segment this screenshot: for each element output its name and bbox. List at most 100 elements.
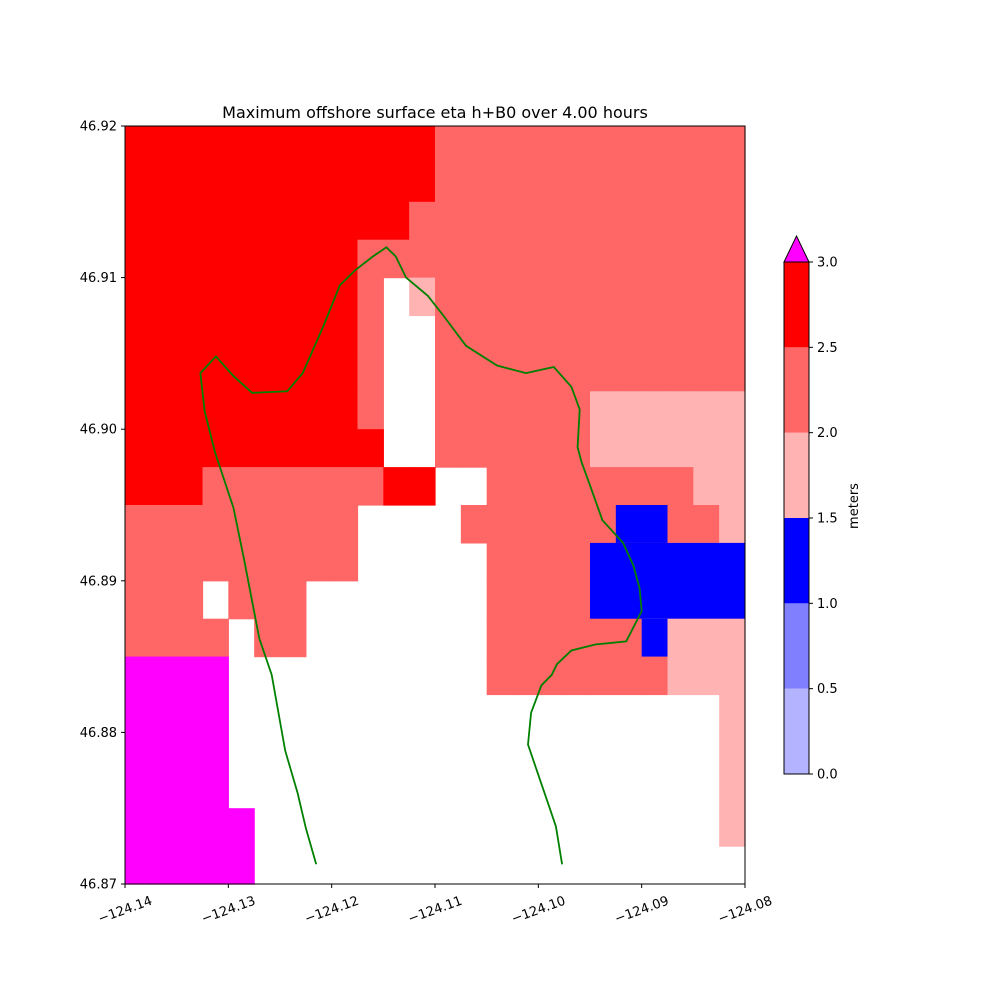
heatmap-cell	[564, 315, 591, 354]
heatmap-cell	[409, 163, 436, 203]
heatmap-cell	[125, 163, 152, 203]
heatmap-cell	[564, 656, 591, 696]
colorbar-segment	[784, 262, 809, 348]
heatmap-cell	[331, 353, 359, 392]
heatmap-cell	[719, 770, 746, 809]
heatmap-cell	[460, 163, 488, 203]
heatmap-cell	[254, 126, 281, 165]
x-tick-label: −124.09	[613, 894, 671, 927]
heatmap-cell	[125, 618, 152, 658]
heatmap-cell	[719, 429, 746, 468]
heatmap-cell	[460, 239, 488, 279]
heatmap-cell	[176, 808, 204, 847]
heatmap-cell	[719, 163, 746, 203]
heatmap-cell	[615, 429, 643, 468]
heatmap-cell	[641, 429, 669, 468]
heatmap-cell	[641, 163, 669, 203]
heatmap-cell	[719, 694, 746, 733]
colorbar-segment	[784, 688, 809, 774]
heatmap-cell	[460, 126, 488, 165]
heatmap-cell	[693, 353, 720, 392]
heatmap-cell	[202, 846, 229, 885]
heatmap-cell	[512, 163, 539, 203]
colorbar-tick-label: 0.0	[817, 768, 838, 783]
heatmap-cell	[357, 353, 384, 392]
heatmap-cell	[125, 467, 152, 506]
heatmap-cell	[176, 239, 204, 279]
heatmap-cell	[486, 201, 514, 241]
heatmap-cell	[280, 505, 307, 544]
heatmap-cell	[176, 391, 204, 430]
heatmap-cell	[202, 542, 229, 582]
heatmap-cell	[176, 656, 204, 696]
heatmap-cell	[512, 580, 539, 620]
heatmap-cell	[357, 201, 384, 241]
heatmap-cell	[564, 618, 591, 658]
heatmap-cell	[254, 353, 281, 392]
heatmap-cell	[719, 239, 746, 279]
colorbar-tick-label: 2.0	[817, 426, 838, 441]
heatmap-cell	[125, 846, 152, 885]
heatmap-cell	[538, 353, 565, 392]
heatmap-cell	[615, 353, 643, 392]
heatmap-cell	[564, 201, 591, 241]
heatmap-cell	[512, 542, 539, 582]
heatmap-cell	[693, 391, 720, 430]
heatmap-cell	[719, 353, 746, 392]
heatmap-cell	[176, 505, 204, 544]
heatmap-cell	[202, 694, 229, 733]
heatmap-cell	[176, 201, 204, 241]
heatmap-cell	[486, 656, 514, 696]
heatmap-cell	[590, 542, 745, 619]
heatmap-cell	[125, 542, 152, 582]
heatmap-cell	[228, 429, 255, 468]
heatmap-cell	[150, 656, 178, 696]
heatmap-cell	[460, 277, 488, 317]
heatmap-cell	[228, 126, 255, 165]
heatmap-cell	[641, 315, 669, 354]
heatmap-cell	[564, 126, 591, 165]
heatmap-cell	[590, 315, 617, 354]
heatmap-cell	[150, 163, 178, 203]
heatmap-cell	[409, 467, 436, 506]
heatmap-cell	[125, 201, 152, 241]
heatmap-cell	[202, 429, 229, 468]
heatmap-cell	[460, 353, 488, 392]
heatmap-cell	[125, 580, 152, 620]
heatmap-cell	[202, 467, 229, 506]
heatmap-cell	[254, 201, 281, 241]
heatmap-cell	[280, 618, 307, 658]
heatmap-cell	[305, 429, 333, 468]
x-tick-label: −124.11	[406, 894, 464, 927]
heatmap-cell	[125, 353, 152, 392]
heatmap-cell	[331, 467, 359, 506]
heatmap-cell	[383, 163, 410, 203]
y-tick-label: 46.87	[80, 878, 117, 893]
heatmap-cell	[435, 353, 462, 392]
heatmap-cell	[331, 391, 359, 430]
heatmap-cell	[719, 732, 746, 771]
heatmap-cell	[460, 315, 488, 354]
heatmap-cell	[538, 580, 565, 620]
heatmap-cell	[150, 201, 178, 241]
heatmap-cell	[538, 315, 565, 354]
heatmap-cell	[176, 126, 204, 165]
heatmap-cell	[719, 505, 746, 544]
heatmap-cell	[615, 126, 643, 165]
heatmap-cell	[228, 808, 255, 847]
x-tick-label: −124.13	[200, 894, 258, 927]
heatmap-cell	[667, 126, 694, 165]
heatmap-cell	[564, 239, 591, 279]
heatmap-cell	[254, 163, 281, 203]
heatmap-cell	[667, 353, 694, 392]
heatmap-cell	[615, 618, 643, 658]
heatmap-cell	[590, 163, 617, 203]
heatmap-cell	[202, 277, 229, 317]
heatmap-cell	[305, 505, 333, 544]
heatmap-cell	[280, 277, 307, 317]
heatmap-cell	[176, 163, 204, 203]
heatmap-cell	[486, 580, 514, 620]
heatmap-cell	[486, 467, 514, 506]
colorbar-extend-arrow	[783, 234, 810, 263]
heatmap-cell	[486, 542, 514, 582]
